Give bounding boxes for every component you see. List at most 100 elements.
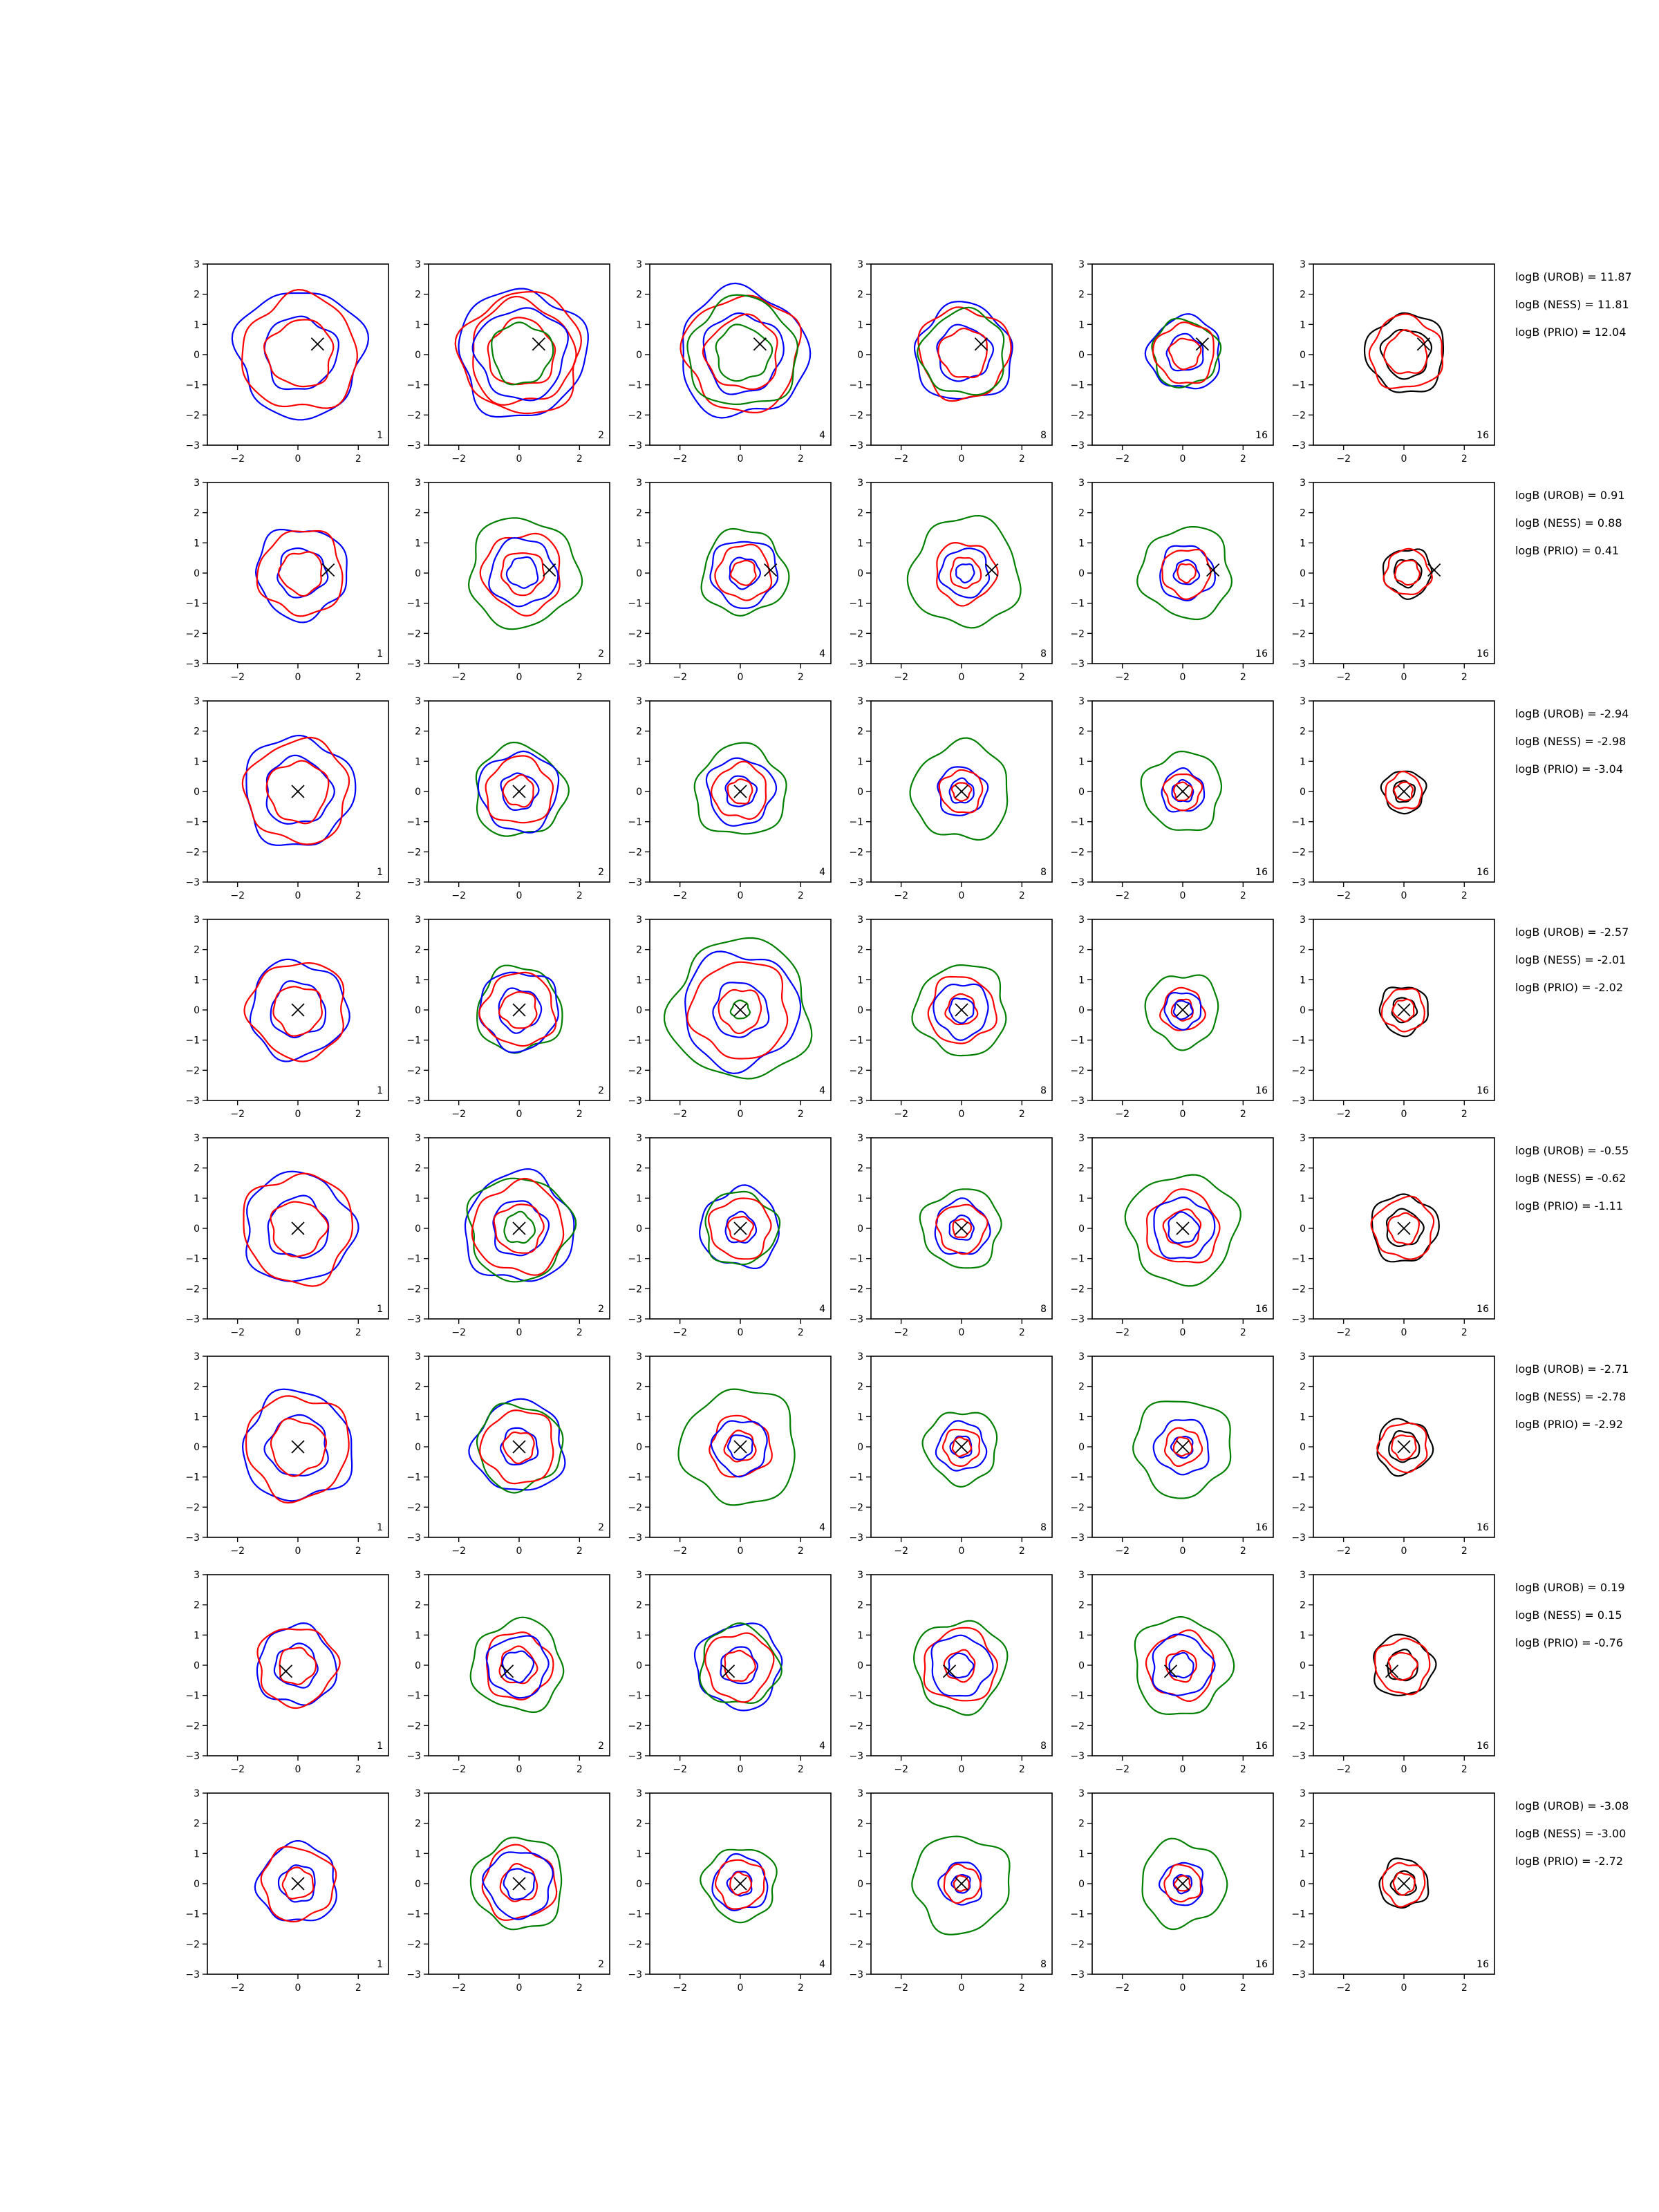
true-value-marker: [512, 1003, 526, 1017]
y-tick-label: 1: [194, 1630, 200, 1641]
panel-r2-c3: −2 0 2 −3 −2 −1 0 1 2 3 4: [628, 478, 832, 683]
y-tick-label: 3: [415, 1133, 421, 1144]
contour-group: [469, 1616, 565, 1714]
y-tick-label: 2: [1300, 1163, 1306, 1174]
contour-red: [1177, 563, 1197, 584]
y-tick-label: −1: [1291, 599, 1306, 610]
y-tick-label: 1: [1300, 1412, 1306, 1423]
x-tick-label: 0: [959, 1983, 965, 1994]
y-tick-label: 0: [636, 350, 642, 361]
axes-frame: [870, 263, 1053, 446]
contour-red: [1145, 1188, 1221, 1264]
true-value-marker: [955, 1877, 968, 1891]
contour-group: [1140, 750, 1223, 832]
x-tick-label: −2: [894, 1327, 908, 1338]
true-value-marker: [733, 1877, 747, 1891]
contour-red: [1145, 1629, 1215, 1703]
y-tick-label: 1: [415, 1412, 421, 1423]
y-tick-label: −1: [1291, 1691, 1306, 1702]
contour-blue: [1172, 1000, 1194, 1020]
contour-group: [476, 964, 563, 1054]
row-8-annotations: logB (UROB) = -3.08 logB (NESS) = -3.00 lo…: [1515, 1799, 1629, 1868]
y-tick-label: 0: [636, 1224, 642, 1235]
contour-group: [699, 1184, 781, 1269]
y-tick-label: 1: [194, 1193, 200, 1204]
axes-frame: [649, 1574, 832, 1756]
contour-green: [491, 321, 554, 386]
x-tick-label: 2: [798, 1983, 804, 1994]
contour-blue: [949, 1435, 973, 1459]
logb-annotation: logB (PRIO) = -2.92: [1515, 1418, 1623, 1431]
panel-r6-c6: −2 0 2 −3 −2 −1 0 1 2 3 16: [1291, 1351, 1495, 1557]
contour-red: [265, 760, 330, 825]
contour-red: [727, 778, 753, 805]
x-tick-label: 0: [1401, 890, 1407, 901]
y-tick-label: 2: [857, 1382, 863, 1393]
y-tick-label: −1: [1070, 1691, 1085, 1702]
contour-blue: [277, 1864, 316, 1903]
panel-corner-label: 8: [1040, 430, 1047, 441]
y-tick-label: 1: [636, 1412, 642, 1423]
axes-frame: [649, 482, 832, 664]
x-tick-label: 2: [1240, 672, 1246, 683]
contour-blue: [1171, 778, 1194, 803]
x-tick-label: 0: [959, 1327, 965, 1338]
y-tick-label: 1: [857, 1848, 863, 1859]
x-tick-label: 2: [1019, 672, 1025, 683]
contour-green: [1141, 1837, 1228, 1931]
y-tick-label: −1: [185, 1472, 200, 1483]
y-tick-label: 0: [194, 1005, 200, 1016]
y-tick-label: 2: [194, 727, 200, 738]
contour-blue: [263, 315, 340, 391]
y-tick-label: 0: [857, 1660, 863, 1671]
y-tick-label: −1: [1070, 380, 1085, 391]
contour-red: [1173, 1875, 1192, 1892]
y-tick-label: −3: [185, 877, 200, 888]
y-tick-label: 1: [857, 756, 863, 767]
contour-black: [1389, 1870, 1417, 1896]
y-tick-label: 2: [857, 1600, 863, 1611]
contour-red: [486, 1631, 554, 1701]
contour-green: [700, 1848, 778, 1924]
y-tick-label: 2: [1078, 1600, 1085, 1611]
y-tick-label: −2: [849, 1284, 863, 1295]
y-tick-label: −2: [849, 628, 863, 639]
panel-corner-label: 16: [1255, 648, 1268, 659]
x-tick-label: 2: [577, 453, 583, 465]
x-tick-label: −2: [451, 453, 466, 465]
contour-red: [1162, 774, 1203, 812]
contour-red: [686, 961, 789, 1060]
panel-r8-c4: −2 0 2 −3 −2 −1 0 1 2 3 8: [849, 1788, 1053, 1994]
y-tick-label: 3: [636, 696, 642, 707]
y-tick-label: −2: [185, 410, 200, 421]
y-tick-label: −3: [406, 877, 421, 888]
true-value-marker: [291, 1877, 305, 1891]
y-tick-label: 1: [1078, 975, 1085, 986]
x-tick-label: 2: [798, 1546, 804, 1557]
panel-r3-c3: −2 0 2 −3 −2 −1 0 1 2 3 4: [628, 696, 832, 901]
y-tick-label: −3: [628, 1314, 642, 1325]
contour-group: [911, 964, 1007, 1057]
x-tick-label: −2: [451, 1109, 466, 1120]
logb-annotation: logB (PRIO) = -2.02: [1515, 981, 1623, 994]
y-tick-label: 1: [636, 538, 642, 549]
x-tick-label: −2: [230, 1764, 245, 1775]
panel-r4-c4: −2 0 2 −3 −2 −1 0 1 2 3 8: [849, 915, 1053, 1120]
y-tick-label: 0: [194, 1442, 200, 1453]
x-tick-label: 2: [798, 672, 804, 683]
y-tick-label: 1: [415, 1630, 421, 1641]
contour-red: [729, 1871, 753, 1896]
contour-green: [469, 1616, 565, 1714]
panel-corner-label: 8: [1040, 648, 1047, 659]
y-tick-label: 3: [857, 1570, 863, 1581]
contour-blue: [1168, 1651, 1194, 1679]
y-tick-label: −3: [1070, 877, 1085, 888]
y-tick-label: 1: [636, 1848, 642, 1859]
y-tick-label: 2: [1300, 945, 1306, 956]
contour-group: [1144, 313, 1222, 390]
contour-red: [502, 1431, 535, 1465]
y-tick-label: 0: [636, 1442, 642, 1453]
x-tick-label: 0: [295, 1327, 301, 1338]
y-tick-label: 3: [636, 915, 642, 926]
y-tick-label: −3: [1070, 1751, 1085, 1762]
